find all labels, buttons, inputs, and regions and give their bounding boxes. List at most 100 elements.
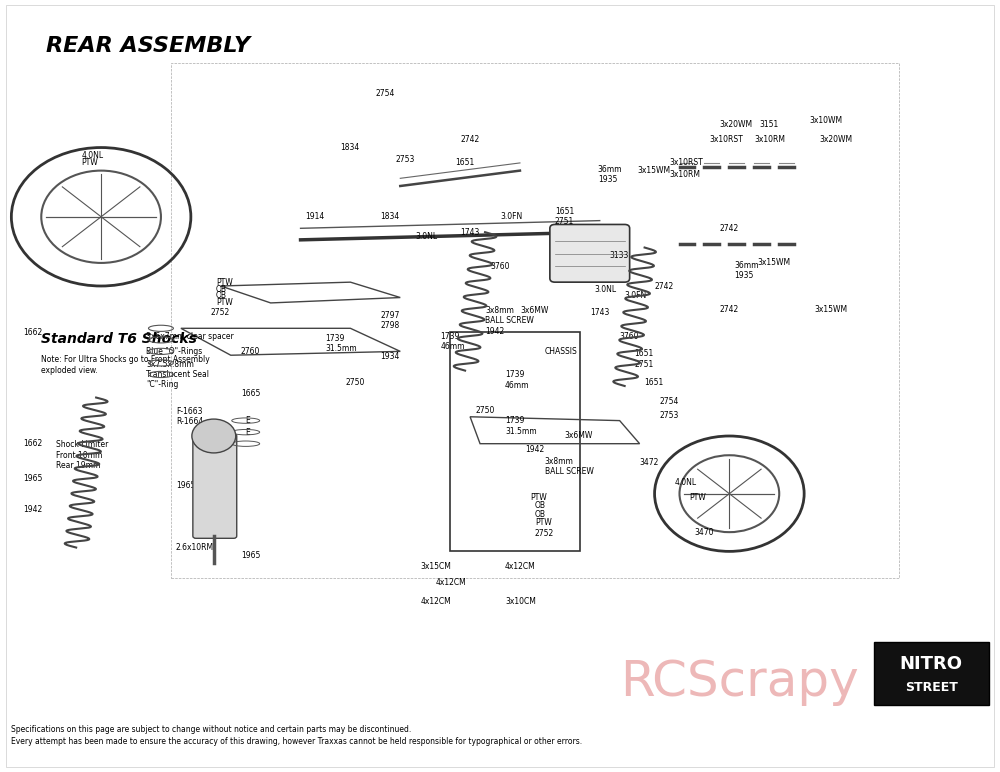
Text: 3x10RST: 3x10RST bbox=[709, 135, 743, 144]
Text: 3x10WM: 3x10WM bbox=[809, 116, 842, 125]
Text: 1834: 1834 bbox=[380, 212, 400, 222]
Text: 3.0FN: 3.0FN bbox=[500, 212, 522, 222]
Text: 4.0NL: 4.0NL bbox=[81, 151, 103, 160]
Text: 3151: 3151 bbox=[759, 120, 779, 129]
Text: F-1663
R-1664: F-1663 R-1664 bbox=[176, 407, 203, 426]
Text: 3x10CM: 3x10CM bbox=[505, 597, 536, 606]
Text: 4x12CM: 4x12CM bbox=[420, 597, 451, 606]
Text: 2797
2798: 2797 2798 bbox=[380, 311, 400, 330]
Text: 2753: 2753 bbox=[660, 411, 679, 420]
Text: 2750: 2750 bbox=[345, 378, 365, 387]
Text: RCScrapy: RCScrapy bbox=[620, 659, 858, 706]
Text: 3x15WM: 3x15WM bbox=[638, 166, 671, 175]
Text: 1739
46mm: 1739 46mm bbox=[505, 370, 529, 390]
Text: Specifications on this page are subject to change without notice and certain par: Specifications on this page are subject … bbox=[11, 726, 412, 734]
Text: 3133: 3133 bbox=[610, 251, 629, 259]
Text: 1665: 1665 bbox=[241, 389, 260, 398]
Text: 1834: 1834 bbox=[340, 143, 360, 152]
Text: E: E bbox=[246, 416, 250, 425]
Text: 3x10RST: 3x10RST bbox=[670, 158, 703, 168]
Text: 1942: 1942 bbox=[23, 505, 43, 513]
Text: 2754: 2754 bbox=[660, 397, 679, 406]
FancyBboxPatch shape bbox=[550, 225, 630, 282]
Text: CHASSIS: CHASSIS bbox=[545, 347, 578, 356]
FancyBboxPatch shape bbox=[874, 642, 989, 706]
Text: PTW: PTW bbox=[216, 278, 233, 286]
Text: 2760: 2760 bbox=[241, 347, 260, 356]
Text: 3.0NL: 3.0NL bbox=[595, 286, 617, 294]
Text: 3x7.5x.8mm
Translucent Seal
"C"-Ring: 3x7.5x.8mm Translucent Seal "C"-Ring bbox=[146, 360, 209, 389]
Text: 2752: 2752 bbox=[535, 529, 554, 538]
Text: PTW: PTW bbox=[535, 519, 552, 527]
Text: Blue "O"-Rings: Blue "O"-Rings bbox=[146, 347, 202, 356]
Text: E: E bbox=[246, 428, 250, 437]
Text: 2753: 2753 bbox=[395, 154, 415, 164]
Text: REAR ASSEMBLY: REAR ASSEMBLY bbox=[46, 36, 250, 56]
FancyBboxPatch shape bbox=[193, 434, 237, 538]
Text: 3x6MW: 3x6MW bbox=[520, 306, 548, 315]
Text: 4x12CM: 4x12CM bbox=[435, 577, 466, 587]
Text: 1739
31.5mm: 1739 31.5mm bbox=[505, 416, 537, 435]
Text: Standard T6 Shocks: Standard T6 Shocks bbox=[41, 332, 197, 346]
Text: 4x12CM: 4x12CM bbox=[505, 562, 536, 571]
Text: 1965: 1965 bbox=[241, 550, 260, 560]
Text: 3470: 3470 bbox=[694, 527, 714, 537]
Text: 1743: 1743 bbox=[460, 228, 479, 237]
Circle shape bbox=[192, 419, 236, 453]
Text: OB: OB bbox=[535, 510, 546, 519]
Text: 2754: 2754 bbox=[375, 90, 395, 98]
Text: 3x20WM: 3x20WM bbox=[819, 135, 852, 144]
Text: NITRO: NITRO bbox=[900, 655, 963, 673]
Text: 3x8mm
BALL SCREW
1942: 3x8mm BALL SCREW 1942 bbox=[485, 306, 534, 336]
Text: 3x6MW: 3x6MW bbox=[565, 432, 593, 441]
Text: OB: OB bbox=[535, 501, 546, 510]
Text: 3472: 3472 bbox=[640, 459, 659, 467]
Text: 3x20WM: 3x20WM bbox=[719, 120, 753, 129]
Text: 3x10RM: 3x10RM bbox=[670, 170, 701, 179]
Text: Note: For Ultra Shocks go to Front Assembly
exploded view.: Note: For Ultra Shocks go to Front Assem… bbox=[41, 355, 210, 374]
Text: 3x10RM: 3x10RM bbox=[754, 135, 785, 144]
Text: 2752: 2752 bbox=[211, 309, 230, 317]
Text: 1739
31.5mm: 1739 31.5mm bbox=[325, 334, 357, 354]
Text: Shock Limiter
Front 10mm
Rear 19mm: Shock Limiter Front 10mm Rear 19mm bbox=[56, 440, 109, 470]
Text: STREET: STREET bbox=[905, 681, 958, 694]
Text: 1739
46mm: 1739 46mm bbox=[440, 332, 465, 351]
Text: 1651
2751: 1651 2751 bbox=[555, 207, 574, 226]
Text: 1965: 1965 bbox=[23, 474, 43, 482]
Text: 1651
2751: 1651 2751 bbox=[635, 350, 654, 369]
Text: 3.0FN: 3.0FN bbox=[625, 291, 647, 300]
Text: PTW: PTW bbox=[81, 158, 98, 168]
Text: 1942: 1942 bbox=[525, 445, 544, 454]
Text: 1914: 1914 bbox=[306, 212, 325, 222]
Text: 3760: 3760 bbox=[620, 331, 639, 340]
Text: 3x15CM: 3x15CM bbox=[420, 562, 451, 571]
Text: PTW: PTW bbox=[530, 493, 547, 502]
Text: 3x6x7mm clear spacer: 3x6x7mm clear spacer bbox=[146, 331, 234, 340]
Text: 2.6x10RM: 2.6x10RM bbox=[176, 543, 214, 552]
Text: 1934: 1934 bbox=[380, 352, 400, 361]
Text: PTW: PTW bbox=[216, 299, 233, 307]
Text: OB: OB bbox=[216, 291, 227, 300]
Text: 2742: 2742 bbox=[719, 305, 739, 313]
Text: 3.0NL: 3.0NL bbox=[415, 232, 437, 241]
Text: 1651: 1651 bbox=[455, 158, 474, 168]
Text: 1651: 1651 bbox=[645, 378, 664, 387]
Text: 2742: 2742 bbox=[719, 224, 739, 233]
Text: OB: OB bbox=[216, 286, 227, 294]
Text: 1662: 1662 bbox=[23, 439, 43, 449]
Text: 36mm
1935: 36mm 1935 bbox=[734, 261, 759, 280]
Text: 4.0NL: 4.0NL bbox=[675, 478, 697, 486]
Text: 3x15WM: 3x15WM bbox=[757, 259, 790, 267]
Text: 3x15WM: 3x15WM bbox=[814, 305, 847, 313]
Text: 1965: 1965 bbox=[176, 482, 195, 490]
Text: 3x8mm
BALL SCREW: 3x8mm BALL SCREW bbox=[545, 457, 594, 476]
Text: 2742: 2742 bbox=[655, 282, 674, 290]
Text: 3760: 3760 bbox=[490, 262, 510, 271]
Text: 1743: 1743 bbox=[590, 309, 609, 317]
Text: 1662: 1662 bbox=[23, 327, 43, 337]
Text: Every attempt has been made to ensure the accuracy of this drawing, however Trax: Every attempt has been made to ensure th… bbox=[11, 737, 582, 746]
Text: 2750: 2750 bbox=[475, 406, 494, 415]
Text: PTW: PTW bbox=[689, 493, 706, 502]
Text: 36mm
1935: 36mm 1935 bbox=[598, 164, 622, 185]
Text: 2742: 2742 bbox=[460, 135, 479, 144]
